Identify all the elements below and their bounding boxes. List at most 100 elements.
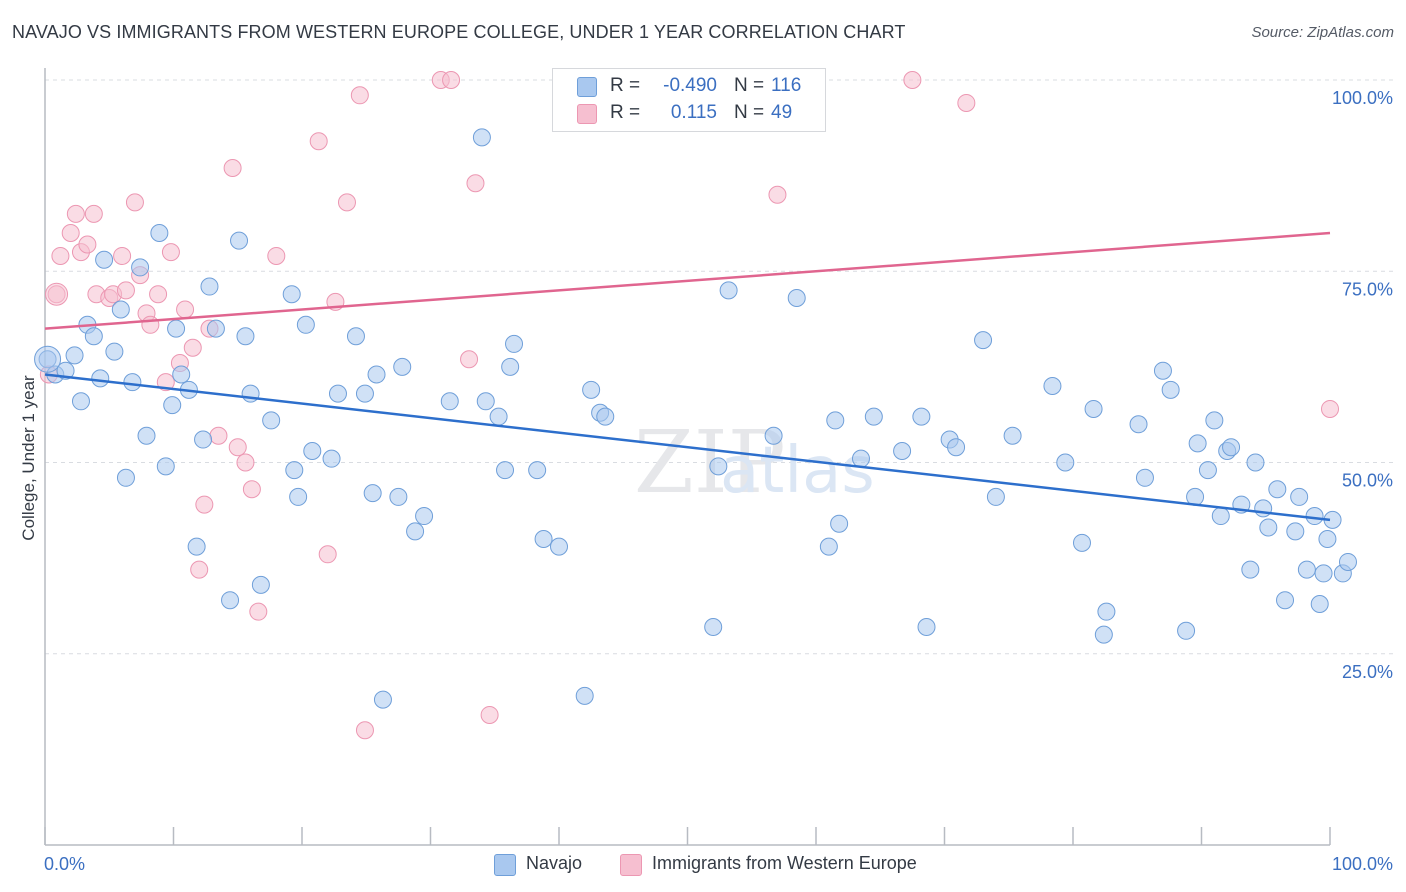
navajo-point — [105, 342, 124, 361]
immigrants-point — [66, 204, 85, 223]
immigrants-point — [176, 300, 195, 319]
immigrants-point — [355, 721, 374, 740]
immigrants-trend-line — [44, 231, 1331, 330]
immigrants-point — [156, 373, 175, 392]
navajo-point — [1314, 564, 1333, 583]
immigrants-point — [195, 495, 214, 514]
navajo-point — [373, 690, 392, 709]
navajo-point — [56, 361, 75, 380]
axes — [44, 68, 1331, 846]
legend-swatch-immigrants — [620, 854, 642, 876]
y-tick-label: 25.0% — [1342, 662, 1393, 682]
navajo-point — [230, 231, 249, 250]
navajo-point — [363, 484, 382, 503]
immigrants-point — [125, 193, 144, 212]
navajo-point — [575, 686, 594, 705]
trend-lines — [44, 231, 1331, 522]
immigrants-point — [183, 338, 202, 357]
x-tick-label: 100.0% — [1332, 854, 1393, 874]
navajo-point — [91, 369, 110, 388]
immigrants-point — [267, 246, 286, 265]
navajo-point — [1205, 411, 1224, 430]
navajo-point — [912, 407, 931, 426]
navajo-point — [172, 365, 191, 384]
immigrants-point — [350, 86, 369, 105]
y-axis-title: College, Under 1 year — [19, 375, 38, 541]
navajo-point — [194, 430, 213, 449]
navajo-point — [1097, 602, 1116, 621]
navajo-point — [1241, 560, 1260, 579]
stats-legend: R = -0.490 N = 116 R = 0.115 N = 49 — [552, 68, 826, 132]
immigrants-point — [242, 480, 261, 499]
navajo-point — [415, 507, 434, 526]
navajo-point — [289, 487, 308, 506]
immigrants-point — [78, 235, 97, 254]
navajo-point — [1003, 426, 1022, 445]
immigrants-point — [442, 71, 461, 89]
navajo-point — [819, 537, 838, 556]
immigrants-point — [113, 246, 132, 265]
navajo-point — [221, 591, 240, 610]
navajo-point — [947, 438, 966, 457]
navajo-point — [137, 426, 156, 445]
navajo-point — [1297, 560, 1316, 579]
immigrants-point — [61, 224, 80, 242]
navajo-point — [534, 530, 553, 548]
navajo-point — [322, 449, 341, 468]
navajo-point — [719, 281, 738, 300]
navajo-point — [116, 468, 135, 487]
immigrants-point — [209, 426, 228, 445]
immigrants-point — [903, 71, 922, 89]
legend-swatch-navajo — [577, 77, 597, 97]
navajo-point — [65, 346, 84, 365]
navajo-point — [167, 319, 186, 338]
navajo-point — [251, 575, 270, 594]
navajo-point — [787, 289, 806, 308]
legend-r-label: R = — [610, 102, 641, 123]
immigrants-point — [309, 132, 328, 151]
navajo-point — [1198, 461, 1217, 480]
navajo-point — [84, 327, 103, 346]
navajo-point — [501, 357, 520, 376]
navajo-point — [1211, 507, 1230, 526]
y-tick-label: 100.0% — [1332, 88, 1393, 108]
navajo-point — [206, 319, 225, 338]
immigrants-point — [190, 560, 209, 579]
navajo-point — [864, 407, 883, 426]
navajo-point — [496, 461, 515, 480]
navajo-point — [704, 617, 723, 636]
navajo-point — [1072, 533, 1091, 552]
immigrants-point — [249, 602, 268, 621]
source-note: Source: ZipAtlas.com — [1251, 24, 1394, 41]
immigrants-point — [161, 243, 180, 262]
navajo-point — [505, 334, 524, 353]
navajo-point — [111, 300, 130, 319]
navajo-point — [187, 537, 206, 556]
navajo-point — [282, 285, 301, 304]
legend-n-value: 116 — [771, 75, 802, 96]
navajo-point — [709, 457, 728, 476]
immigrants-point — [116, 281, 135, 300]
y-tick-label: 50.0% — [1342, 471, 1393, 491]
navajo-point — [123, 373, 142, 392]
navajo-point — [1246, 453, 1265, 472]
navajo-point — [262, 411, 281, 430]
legend-swatch-navajo — [494, 854, 516, 876]
navajo-point — [1286, 522, 1305, 541]
navajo-point — [440, 392, 459, 411]
navajo-point — [150, 224, 169, 242]
navajo-point — [355, 384, 374, 403]
navajo-point — [550, 537, 568, 556]
immigrants-point — [51, 246, 70, 265]
immigrants-point — [480, 705, 499, 724]
navajo-point — [1222, 438, 1241, 457]
immigrants-point — [84, 204, 103, 223]
immigrants-points — [39, 71, 1339, 740]
navajo-point — [917, 617, 936, 636]
legend-n-value: 49 — [771, 102, 793, 123]
navajo-point — [582, 380, 601, 399]
navajo-point — [764, 426, 783, 445]
navajo-point — [1188, 434, 1207, 453]
navajo-point — [974, 331, 993, 350]
